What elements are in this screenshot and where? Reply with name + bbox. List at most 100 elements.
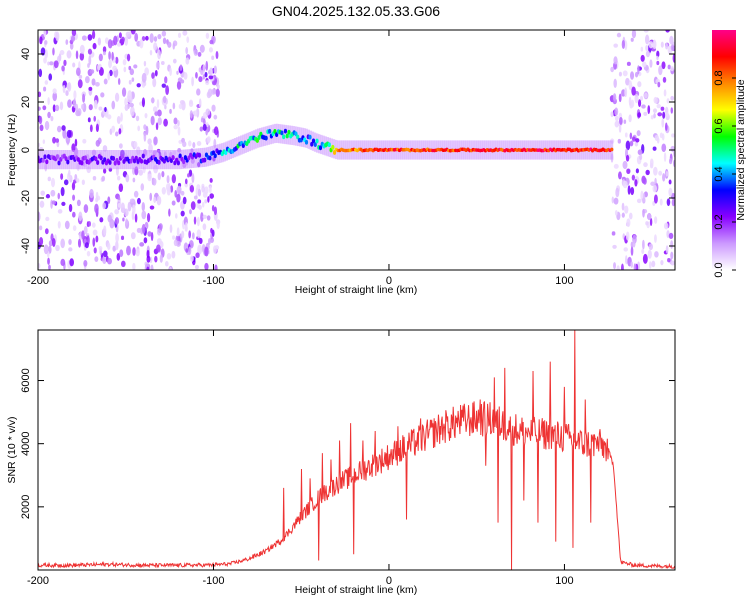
noise-speck bbox=[621, 39, 626, 49]
noise-speck bbox=[208, 185, 212, 194]
noise-speck bbox=[209, 67, 213, 76]
noise-speck bbox=[614, 115, 619, 122]
noise-speck bbox=[152, 77, 157, 88]
noise-speck bbox=[50, 115, 54, 122]
noise-speck bbox=[38, 262, 41, 269]
noise-speck bbox=[174, 190, 178, 198]
noise-speck bbox=[625, 231, 630, 241]
noise-speck bbox=[618, 124, 622, 133]
noise-speck bbox=[135, 248, 140, 257]
noise-speck bbox=[670, 66, 674, 72]
noise-speck bbox=[195, 72, 198, 79]
noise-speck bbox=[160, 61, 165, 66]
snr-y-ticks: 2000 4000 6000 bbox=[20, 368, 675, 519]
noise-speck bbox=[61, 201, 66, 207]
noise-speck bbox=[613, 56, 618, 65]
noise-speck bbox=[98, 53, 103, 62]
noise-speck bbox=[38, 236, 44, 246]
carrier-halo bbox=[328, 137, 331, 157]
noise-speck bbox=[668, 232, 674, 239]
noise-speck bbox=[52, 136, 57, 144]
noise-speck bbox=[130, 232, 136, 240]
noise-speck bbox=[630, 186, 635, 196]
noise-speck bbox=[149, 33, 154, 43]
noise-speck bbox=[102, 202, 107, 210]
noise-speck bbox=[146, 212, 151, 223]
carrier-mark bbox=[268, 128, 272, 134]
noise-speck bbox=[115, 232, 119, 243]
noise-speck bbox=[153, 42, 158, 51]
noise-speck bbox=[614, 107, 619, 116]
noise-speck bbox=[112, 65, 117, 72]
noise-speck bbox=[192, 232, 195, 240]
noise-speck bbox=[189, 255, 194, 262]
noise-speck bbox=[650, 115, 654, 120]
noise-speck bbox=[165, 183, 170, 191]
noise-speck bbox=[653, 96, 658, 104]
noise-speck bbox=[81, 230, 85, 240]
noise-speck bbox=[55, 31, 60, 42]
noise-speck bbox=[87, 117, 91, 123]
noise-speck bbox=[653, 113, 656, 119]
noise-speck bbox=[621, 263, 624, 270]
carrier-mark bbox=[308, 134, 312, 140]
noise-speck bbox=[83, 204, 89, 213]
noise-speck bbox=[191, 76, 194, 87]
noise-speck bbox=[147, 231, 152, 237]
carrier-mark bbox=[273, 128, 277, 134]
noise-speck bbox=[73, 90, 77, 100]
noise-speck bbox=[178, 103, 183, 110]
noise-speck bbox=[628, 80, 633, 91]
noise-speck bbox=[198, 204, 202, 210]
noise-speck bbox=[204, 186, 209, 195]
noise-speck bbox=[636, 198, 642, 204]
noise-speck bbox=[94, 81, 100, 87]
noise-speck bbox=[635, 168, 639, 174]
noise-speck bbox=[654, 216, 658, 224]
noise-speck bbox=[640, 46, 644, 52]
noise-speck bbox=[672, 159, 675, 167]
noise-speck bbox=[117, 175, 121, 181]
noise-speck bbox=[661, 61, 666, 70]
noise-speck bbox=[114, 217, 120, 225]
noise-speck bbox=[670, 251, 674, 260]
carrier-halo bbox=[158, 150, 161, 170]
carrier-mark bbox=[287, 129, 291, 135]
noise-speck bbox=[95, 197, 99, 203]
noise-speck bbox=[60, 258, 66, 267]
noise-speck bbox=[38, 106, 41, 111]
noise-speck bbox=[654, 234, 657, 243]
noise-speck bbox=[197, 188, 202, 197]
carrier-halo bbox=[204, 147, 207, 167]
noise-speck bbox=[172, 102, 176, 110]
noise-speck bbox=[60, 173, 64, 180]
noise-speck bbox=[108, 51, 111, 60]
noise-speck bbox=[196, 88, 201, 96]
noise-speck bbox=[135, 115, 140, 122]
noise-speck bbox=[47, 61, 50, 66]
noise-speck bbox=[92, 175, 97, 181]
noise-speck bbox=[624, 205, 629, 214]
noise-speck bbox=[610, 66, 615, 73]
noise-speck bbox=[667, 64, 671, 70]
noise-speck bbox=[68, 238, 72, 246]
noise-speck bbox=[97, 64, 101, 71]
carrier-mark bbox=[141, 153, 145, 159]
noise-speck bbox=[75, 67, 81, 76]
snr-y-label: SNR (10 * v/v) bbox=[6, 416, 18, 483]
noise-speck bbox=[129, 198, 135, 203]
noise-speck bbox=[663, 152, 667, 162]
noise-speck bbox=[137, 125, 141, 132]
spectrogram-x-ticks: -200 -100 0 100 bbox=[27, 30, 574, 287]
noise-speck bbox=[71, 30, 77, 37]
noise-speck bbox=[161, 170, 165, 178]
carrier-halo bbox=[80, 150, 83, 170]
noise-speck bbox=[625, 140, 631, 151]
noise-speck bbox=[185, 57, 190, 65]
noise-speck bbox=[65, 39, 69, 45]
x-tick-label: -200 bbox=[27, 575, 49, 587]
carrier-mark bbox=[41, 157, 45, 163]
noise-speck bbox=[68, 247, 73, 252]
noise-speck bbox=[104, 37, 109, 44]
noise-speck bbox=[166, 175, 170, 184]
